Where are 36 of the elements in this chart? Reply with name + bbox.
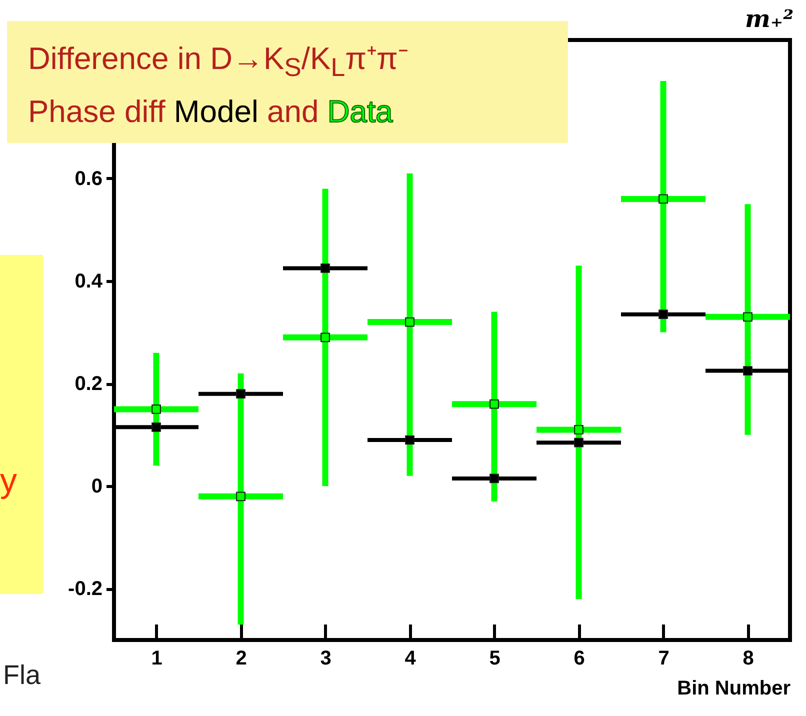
- annotation: and: [266, 94, 320, 130]
- point: [658, 194, 668, 204]
- x-tick-label: 7: [658, 648, 670, 670]
- chart-title: Difference in D→K$_{S}$/K$_{L}$π⁺π⁻: [28, 40, 409, 84]
- y-tick-label: 0: [91, 476, 102, 498]
- point: [320, 264, 330, 273]
- point: [574, 438, 584, 448]
- point: [658, 310, 668, 320]
- y-tick-label: 0.6: [74, 168, 102, 190]
- text: Fla: [3, 660, 41, 691]
- point: [490, 474, 499, 484]
- x-tick-label: 6: [574, 648, 585, 670]
- text-box: Difference in D→K$_{S}$/K$_{L}$π⁺π⁻ Phase diff Model and Data: [7, 21, 568, 143]
- text: y: [0, 462, 17, 501]
- point: [236, 492, 246, 502]
- x-tick-label: 8: [742, 648, 754, 670]
- point: [490, 399, 499, 409]
- x-axis-title: Bin Number: [677, 678, 791, 700]
- y-tick-label: -0.2: [68, 578, 102, 600]
- point: [236, 389, 246, 399]
- point: [152, 422, 161, 432]
- x-tick-label: 3: [320, 648, 332, 670]
- x-tick-label: 5: [489, 648, 500, 670]
- y-tick-label: 0.4: [74, 270, 104, 293]
- y-tick-label: 0.2: [74, 373, 102, 396]
- x-tick-label: 1: [151, 648, 162, 670]
- text: m₊²: [745, 4, 794, 33]
- point: [320, 332, 330, 342]
- point: [743, 312, 752, 322]
- point: [152, 404, 161, 414]
- point: [574, 425, 584, 434]
- x-tick-label: 2: [236, 648, 247, 670]
- x-tick-label: 4: [404, 648, 417, 670]
- point: [405, 435, 414, 445]
- point: [405, 317, 414, 327]
- point: [743, 366, 752, 376]
